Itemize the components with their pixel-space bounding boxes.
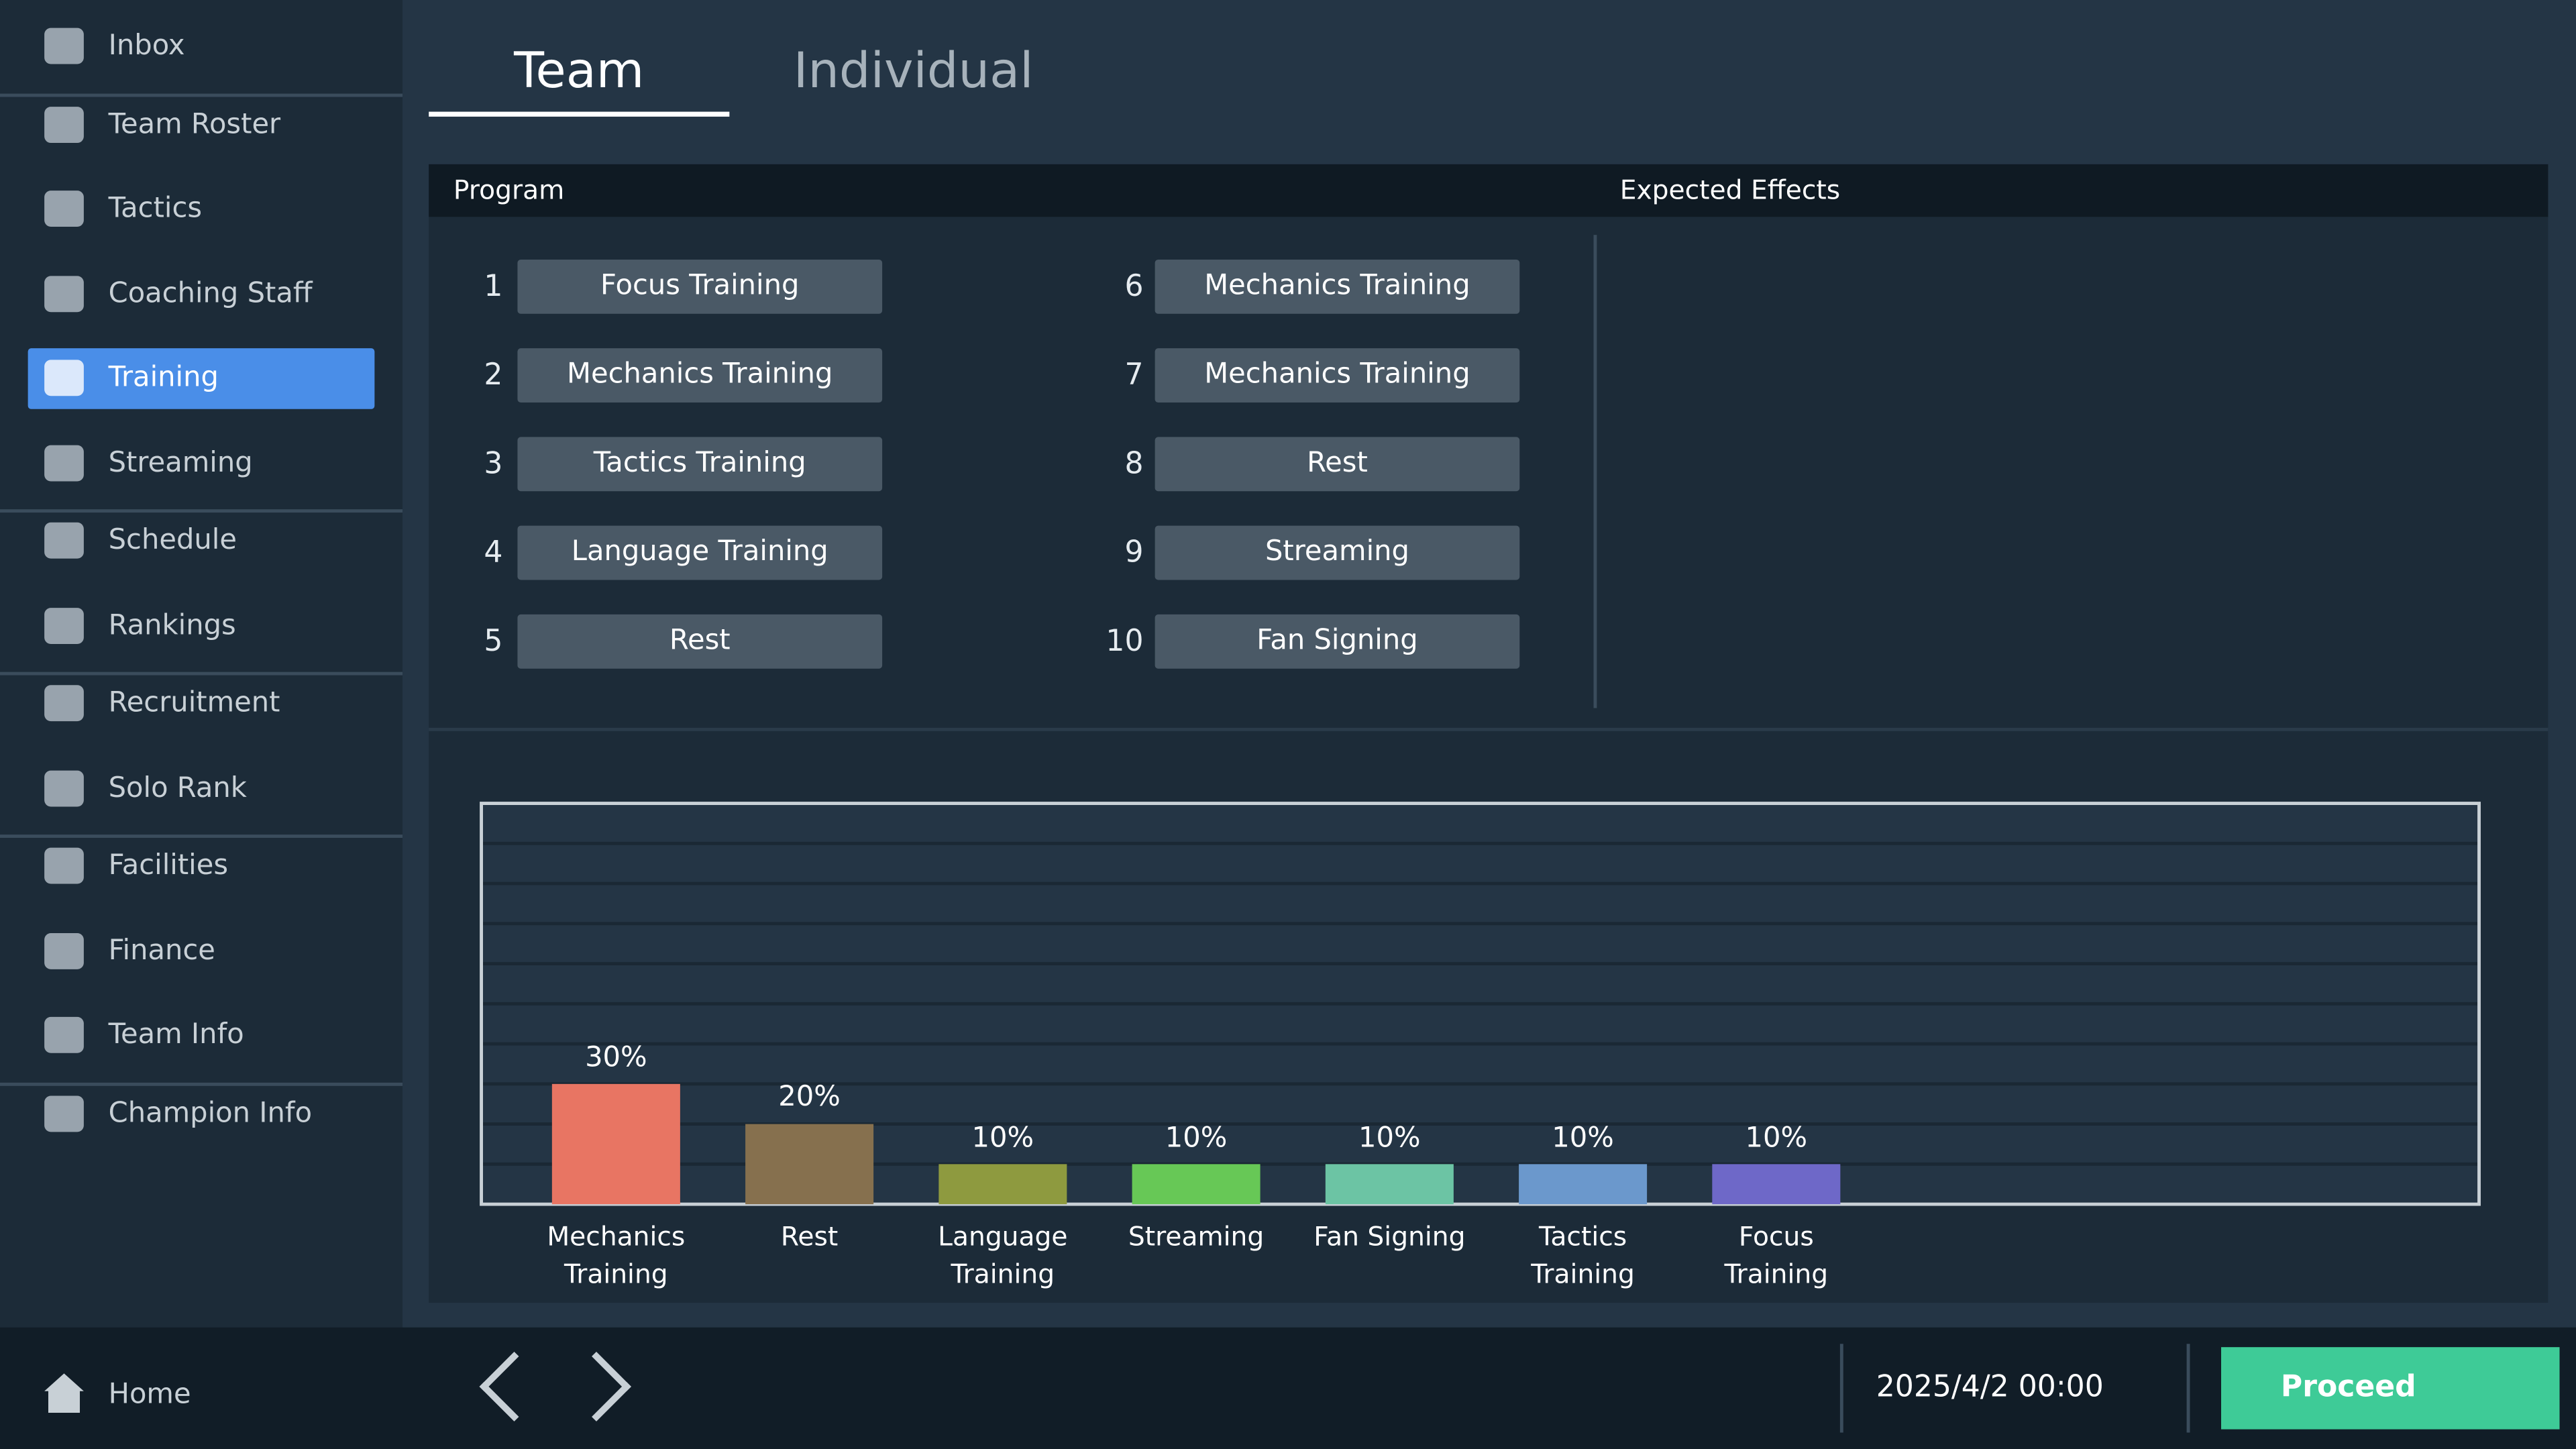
x-tick-label: Streaming — [1128, 1220, 1265, 1252]
slot-button[interactable]: Focus Training — [517, 259, 883, 314]
nav-icon — [44, 685, 84, 722]
slot-number: 5 — [484, 624, 503, 659]
bar-label: 30% — [585, 1041, 647, 1075]
nav-icon — [44, 522, 84, 559]
bar-label: 20% — [778, 1081, 841, 1114]
tab[interactable]: Individual — [793, 42, 1034, 101]
active-highlight — [28, 348, 375, 409]
nav-item[interactable]: Solo Rank — [108, 771, 247, 804]
bar-label: 10% — [971, 1121, 1034, 1155]
nav-item[interactable]: Tactics — [108, 192, 203, 225]
x-tick-label: Fan Signing — [1313, 1220, 1466, 1252]
divider — [1593, 235, 1597, 708]
home[interactable]: Home — [108, 1378, 191, 1411]
slot-button[interactable]: Rest — [1155, 437, 1520, 492]
bar — [551, 1083, 680, 1205]
bar-label: 10% — [1358, 1121, 1421, 1155]
nav-icon — [44, 847, 84, 884]
bar — [1132, 1164, 1260, 1205]
nav-item[interactable]: Training — [108, 361, 219, 394]
slot-number: 2 — [484, 358, 503, 393]
slot-button[interactable]: Fan Signing — [1155, 614, 1520, 669]
nav-item[interactable]: Inbox — [108, 30, 185, 63]
header-text: Program — [453, 174, 565, 206]
bottom-bar — [0, 1327, 2576, 1449]
nav-icon — [44, 360, 84, 396]
nav-item[interactable]: Team Roster — [108, 107, 281, 141]
x-tick-label: Mechanics Training — [547, 1220, 686, 1290]
nav-icon — [44, 28, 84, 64]
slot-button[interactable]: Tactics Training — [517, 437, 883, 492]
slot-button[interactable]: Mechanics Training — [517, 348, 883, 403]
nav-icon — [44, 932, 84, 969]
divider — [429, 727, 2548, 731]
separator — [0, 1081, 403, 1085]
x-tick-label: Language Training — [938, 1220, 1068, 1290]
nav-item[interactable]: Finance — [108, 934, 215, 967]
separator — [0, 672, 403, 676]
nav-icon — [44, 444, 84, 481]
nav-item[interactable]: Champion Info — [108, 1096, 313, 1130]
datetime: 2025/4/2 00:00 — [1876, 1370, 2104, 1405]
nav-item[interactable]: Team Info — [108, 1018, 244, 1052]
slot-button[interactable]: Streaming — [1155, 525, 1520, 580]
panel-header — [429, 164, 2548, 217]
bar — [745, 1124, 874, 1205]
tab[interactable]: Team — [514, 42, 645, 101]
nav-icon — [44, 1016, 84, 1053]
slot-button[interactable]: Rest — [517, 614, 883, 669]
separator — [0, 509, 403, 513]
slot-button[interactable]: Language Training — [517, 525, 883, 580]
divider — [2186, 1344, 2190, 1433]
nav-icon — [44, 769, 84, 806]
bar-label: 10% — [1552, 1121, 1614, 1155]
nav-icon — [44, 1095, 84, 1132]
bar — [1519, 1164, 1648, 1205]
separator — [0, 835, 403, 838]
slot-number: 9 — [1124, 535, 1144, 570]
tab-underline — [429, 111, 730, 117]
slot-number: 4 — [484, 535, 503, 570]
nav-icon — [44, 105, 84, 142]
x-tick-label: Tactics Training — [1531, 1220, 1635, 1290]
slot-number: 10 — [1106, 624, 1144, 659]
bar-label: 10% — [1165, 1121, 1228, 1155]
slot-number: 7 — [1124, 358, 1144, 393]
bar — [938, 1164, 1067, 1205]
nav-icon — [44, 606, 84, 643]
nav-icon — [44, 275, 84, 312]
slot-button[interactable]: Mechanics Training — [1155, 259, 1520, 314]
slot-number: 8 — [1124, 447, 1144, 482]
separator — [0, 93, 403, 97]
nav-item[interactable]: Rankings — [108, 608, 236, 642]
slot-button[interactable]: Mechanics Training — [1155, 348, 1520, 403]
header-text: Expected Effects — [1619, 174, 1841, 206]
nav-item[interactable]: Schedule — [108, 524, 237, 557]
plot-frame — [480, 802, 2481, 1206]
bar — [1325, 1164, 1454, 1205]
proceed-button[interactable]: Proceed — [2221, 1347, 2560, 1430]
x-tick-label: Rest — [780, 1220, 839, 1252]
nav-item[interactable]: Facilities — [108, 849, 229, 883]
bar-label: 10% — [1745, 1121, 1808, 1155]
proceed-label: Proceed — [2280, 1370, 2416, 1405]
slot-number: 6 — [1124, 269, 1144, 305]
divider — [1839, 1344, 1843, 1433]
bar — [1712, 1164, 1841, 1205]
nav-item[interactable]: Coaching Staff — [108, 276, 313, 310]
slot-number: 3 — [484, 447, 503, 482]
nav-icon — [44, 191, 84, 227]
slot-number: 1 — [484, 269, 503, 305]
x-tick-label: Focus Training — [1724, 1220, 1829, 1290]
nav-item[interactable]: Streaming — [108, 445, 253, 479]
nav-item[interactable]: Recruitment — [108, 686, 280, 720]
